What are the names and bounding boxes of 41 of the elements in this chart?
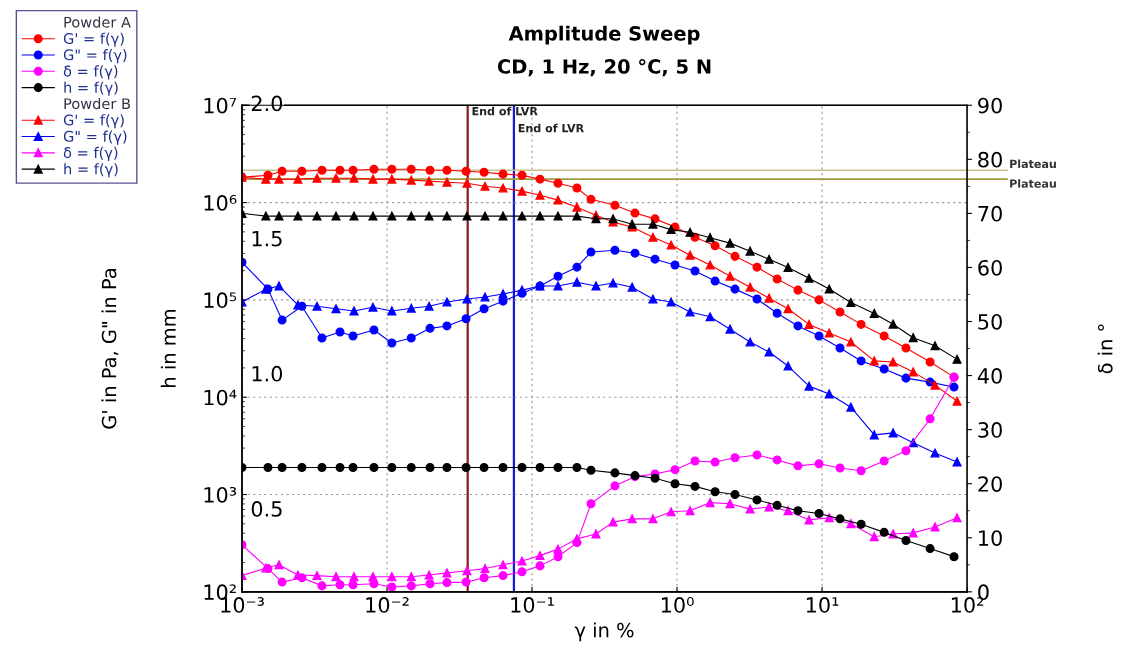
y3-axis-title: h in mm	[160, 310, 176, 387]
legend-label: h = f(γ)	[64, 81, 118, 96]
y2-tick-label: 10	[979, 530, 1002, 546]
y2-tick-label: 40	[977, 368, 1002, 384]
y2-tick-label: 90	[978, 97, 1002, 114]
x-tick-label: 10⁰	[661, 597, 694, 613]
y-axis-title: G' in Pa, G" in Pa	[101, 269, 119, 429]
chart-title: Amplitude Sweep	[508, 25, 700, 45]
legend-label: δ = f(γ)	[63, 146, 118, 161]
y-tick-label: 10⁶	[204, 195, 237, 211]
y2-tick-label: 80	[978, 151, 1002, 168]
legend-label: G' = f(γ)	[63, 114, 124, 129]
ref-line-label: End of LVR	[472, 106, 538, 116]
y3-tick-label: 1.0	[252, 365, 283, 382]
y2-tick-label: 60	[978, 259, 1002, 276]
y2-tick-label: 20	[978, 476, 1002, 492]
legend-label: δ = f(γ)	[63, 65, 118, 80]
x-tick-label: 10¹	[806, 597, 839, 613]
y2-tick-label: 30	[978, 422, 1002, 438]
chart-subtitle: CD, 1 Hz, 20 °C, 5 N	[497, 58, 711, 77]
y2-tick-label: 70	[978, 205, 1002, 222]
y3-tick-label: 0.5	[251, 501, 282, 517]
x-tick-label: 10⁻¹	[511, 597, 554, 613]
text: Powder B	[64, 97, 130, 110]
ref-line-label: End of LVR	[518, 123, 584, 133]
y-tick-label: 10⁵	[204, 292, 237, 309]
legend-label: G" = f(γ)	[63, 49, 127, 64]
y3-tick-label: 1.5	[252, 230, 282, 247]
ref-line-label: Plateau	[1010, 179, 1056, 188]
legend-label: h = f(γ)	[64, 163, 118, 178]
x-tick-label: 10⁻²	[366, 597, 409, 613]
text: Powder A	[64, 16, 131, 28]
ref-line-label: Plateau	[1010, 159, 1056, 169]
y2-tick-label: 50	[978, 313, 1002, 330]
y-tick-label: 10⁴	[204, 389, 237, 406]
legend-label: G' = f(γ)	[63, 32, 124, 47]
x-axis-title: γ in %	[574, 622, 634, 642]
legend-label: G" = f(γ)	[63, 130, 127, 145]
y-tick-label: 10³	[204, 486, 237, 503]
y2-axis-title: δ in °	[1097, 324, 1113, 374]
y-tick-label: 10⁷	[204, 97, 237, 114]
